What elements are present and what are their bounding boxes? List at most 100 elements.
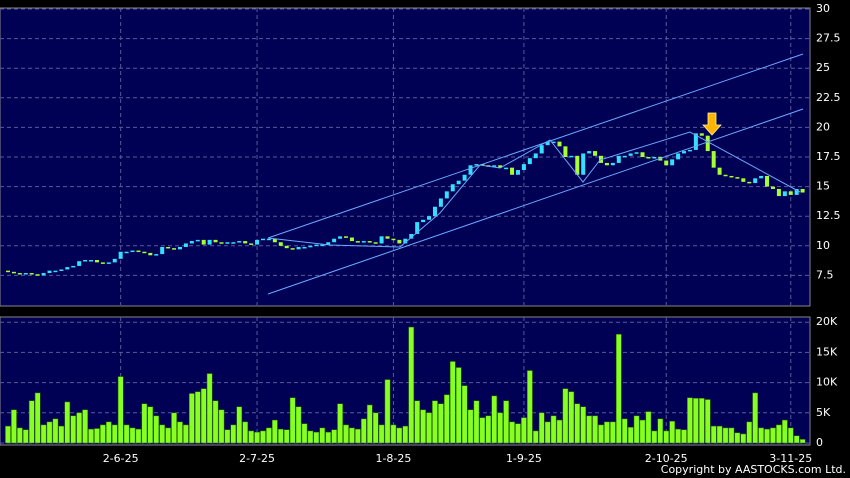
candle-body [237, 241, 242, 243]
x-tick-label: 2-7-25 [239, 452, 275, 465]
candle-body [296, 246, 301, 250]
volume-bar [94, 428, 100, 444]
volume-bar [461, 385, 468, 444]
candle-body [468, 165, 473, 175]
candle-body [344, 236, 349, 238]
y-tick-label: 27.5 [816, 32, 841, 45]
candle-body [23, 273, 28, 275]
volume-bar [218, 409, 225, 444]
volume-bar [432, 400, 438, 444]
volume-bar [58, 425, 65, 444]
volume-bar [366, 404, 373, 444]
candle-body [747, 181, 752, 184]
volume-bar [408, 326, 415, 444]
y-tick-label: 15 [816, 180, 830, 193]
volume-bar [497, 412, 504, 444]
candle-body [213, 239, 218, 243]
candle-body [776, 188, 781, 197]
x-tick-label: 1-8-25 [375, 452, 411, 465]
volume-bar [651, 430, 658, 444]
volume-bar [177, 421, 183, 444]
candle-body [515, 170, 520, 175]
candle-body [753, 178, 758, 184]
volume-bar [349, 427, 355, 444]
candle-body [219, 242, 224, 244]
candle-body [770, 186, 775, 189]
volume-bar [580, 406, 587, 444]
candle-body [338, 236, 343, 239]
volume-bar [526, 370, 533, 444]
candle-body [557, 141, 562, 147]
candle-body [421, 219, 426, 223]
candle-body [456, 180, 461, 185]
candle-body [521, 164, 526, 171]
candle-body [510, 167, 515, 175]
volume-bar [76, 412, 83, 444]
candle-body [717, 167, 722, 175]
volume-bar [88, 428, 94, 444]
volume-bar [710, 425, 717, 444]
volume-bar [17, 427, 23, 444]
volume-bar [242, 421, 249, 444]
volume-bar [402, 425, 409, 444]
y-tick-label: 22.5 [816, 91, 841, 104]
candle-body [788, 191, 793, 195]
volume-bar [787, 427, 794, 444]
volume-bar [384, 379, 391, 444]
x-tick-label: 2-6-25 [103, 452, 139, 465]
volume-bar [586, 415, 592, 444]
volume-bar [396, 427, 403, 444]
volume-bar [147, 406, 154, 444]
candle-body [53, 270, 58, 273]
volume-bar [758, 427, 764, 444]
volume-bar [337, 403, 343, 444]
candle-body [29, 273, 34, 275]
candle-body [373, 242, 378, 244]
candle-body [11, 271, 16, 274]
candle-body [569, 155, 574, 158]
volume-bar [105, 421, 112, 444]
candle-body [361, 241, 366, 243]
volume-bar [277, 428, 284, 444]
y-tick-label: 17.5 [816, 150, 841, 163]
volume-bar [248, 430, 254, 444]
volume-bar [473, 400, 480, 444]
volume-bar [639, 419, 646, 444]
candle-body [741, 178, 746, 182]
candle-body [444, 191, 449, 199]
candle-body [782, 191, 787, 197]
candle-body [474, 164, 479, 166]
volume-bar [194, 391, 201, 444]
candle-body [83, 260, 88, 262]
volume-bar [40, 424, 47, 444]
signal-arrow [702, 112, 722, 136]
volume-bar [307, 430, 314, 444]
candle-body [670, 159, 675, 166]
candle-body [94, 260, 99, 263]
volume-bar [799, 439, 806, 444]
volume-bar [740, 433, 747, 444]
candle-body [249, 243, 254, 245]
candle-body [118, 251, 123, 259]
volume-bar [449, 361, 456, 444]
candle-body [326, 242, 331, 245]
y-tick-label: 25 [816, 61, 830, 74]
candle-body [41, 273, 46, 276]
candle-body [142, 251, 147, 254]
volume-bar [200, 388, 207, 444]
volume-bar [123, 424, 130, 444]
volume-bar [455, 367, 462, 444]
volume-bar [574, 403, 581, 444]
volume-bar [206, 373, 213, 444]
candle-body [255, 239, 260, 245]
volume-bar [562, 388, 569, 444]
wave-line [267, 131, 801, 248]
volume-bar [722, 427, 729, 444]
candle-body [284, 245, 289, 249]
volume-bar [538, 412, 545, 444]
candle-body [308, 245, 313, 248]
volume-bar [479, 417, 486, 444]
y-tick-label: 10 [816, 239, 830, 252]
volume-bar [141, 403, 148, 444]
volume-bar [11, 409, 17, 444]
